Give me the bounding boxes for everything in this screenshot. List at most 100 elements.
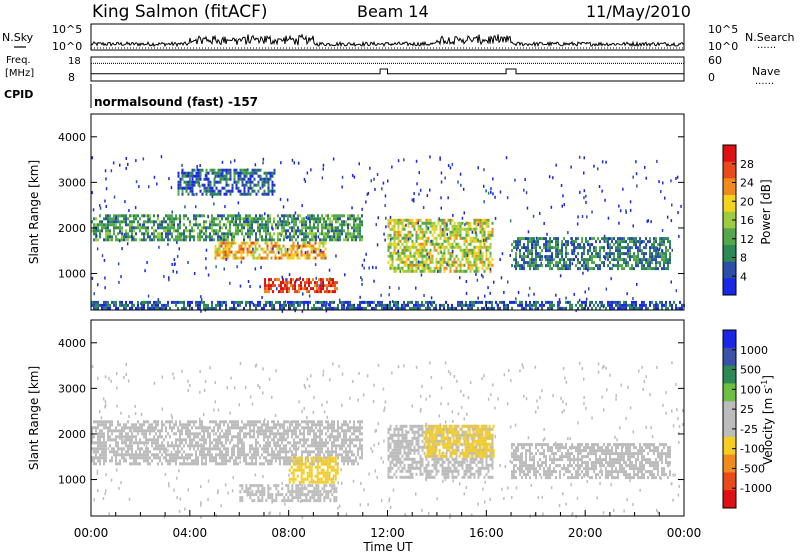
date-title: 11/May/2010: [586, 2, 691, 21]
echo-speckle: [670, 179, 672, 183]
echo-cell: [453, 221, 456, 225]
echo-cell: [243, 423, 245, 427]
echo-cell: [231, 300, 233, 304]
echo-cell: [307, 426, 309, 430]
echo-cell: [619, 264, 621, 268]
echo-speckle: [278, 251, 280, 255]
echo-cell: [264, 241, 267, 245]
echo-cell: [245, 232, 247, 236]
echo-cell: [561, 240, 563, 244]
echo-cell: [137, 226, 139, 230]
echo-cell: [551, 261, 553, 265]
echo-cell: [327, 217, 329, 221]
echo-cell: [443, 303, 445, 307]
echo-cell: [287, 456, 289, 460]
echo-cell: [467, 230, 470, 234]
echo-cell: [283, 426, 285, 430]
echo-cell: [331, 229, 333, 233]
echo-cell: [269, 444, 271, 448]
echo-cell: [669, 252, 671, 256]
echo-cell: [659, 243, 661, 247]
colorbar-segment: [723, 245, 736, 263]
echo-cell: [113, 453, 115, 457]
echo-cell: [191, 420, 193, 424]
echo-cell: [253, 229, 255, 233]
echo-cell: [403, 233, 406, 237]
echo-cell: [341, 306, 343, 310]
echo-cell: [563, 306, 565, 310]
echo-cell: [461, 236, 464, 240]
echo-speckle: [618, 221, 620, 225]
echo-cell: [503, 300, 505, 304]
echo-cell: [269, 453, 271, 457]
echo-cell: [217, 462, 219, 466]
echo-cell: [609, 267, 611, 271]
echo-cell: [459, 230, 462, 234]
echo-cell: [557, 267, 559, 271]
echo-cell: [431, 239, 434, 243]
echo-cell: [232, 256, 235, 260]
echo-cell: [261, 223, 263, 227]
echo-speckle: [157, 298, 160, 302]
echo-cell: [95, 429, 97, 433]
echo-speckle: [233, 159, 236, 163]
echo-cell: [326, 290, 328, 294]
echo-cell: [361, 306, 363, 310]
echo-cell: [255, 168, 258, 172]
echo-cell: [317, 444, 319, 448]
echo-cell: [661, 237, 663, 241]
echo-speckle: [440, 180, 443, 184]
echo-cell: [323, 235, 325, 239]
echo-cell: [443, 269, 446, 273]
echo-cell: [113, 229, 115, 233]
echo-cell: [515, 240, 517, 244]
echo-cell: [91, 438, 93, 442]
echo-speckle: [260, 266, 262, 269]
echo-speckle: [152, 306, 154, 310]
echo-speckle: [661, 229, 664, 232]
echo-cell: [109, 306, 111, 310]
echo-cell: [665, 267, 667, 271]
echo-cell: [225, 174, 228, 178]
echo-cell: [633, 237, 635, 241]
echo-cell: [297, 462, 299, 466]
echo-speckle: [548, 175, 551, 179]
echo-cell: [293, 223, 295, 227]
echo-cell: [343, 459, 345, 463]
echo-cell: [207, 450, 209, 454]
echo-cell: [299, 432, 301, 436]
echo-cell: [459, 248, 462, 252]
echo-cell: [277, 232, 279, 236]
echo-speckle: [119, 239, 121, 243]
echo-cell: [471, 266, 474, 270]
echo-cell: [423, 266, 426, 270]
echo-cell: [445, 227, 448, 231]
echo-cell: [193, 223, 195, 227]
echo-cell: [227, 171, 230, 175]
echo-cell: [403, 251, 406, 255]
echo-speckle: [567, 231, 569, 235]
echo-cell: [237, 423, 239, 427]
echo-cell: [275, 441, 277, 445]
echo-cell: [243, 447, 245, 451]
echo-cell: [463, 248, 466, 252]
echo-cell: [233, 174, 236, 178]
echo-cell: [268, 290, 270, 294]
echo-cell: [257, 300, 259, 304]
echo-cell: [339, 444, 341, 448]
echo-cell: [267, 238, 269, 242]
echo-speckle: [550, 205, 553, 209]
echo-cell: [403, 300, 405, 304]
echo-speckle: [573, 292, 575, 296]
echo-cell: [101, 303, 103, 307]
echo-cell: [135, 435, 137, 439]
echo-cell: [249, 444, 251, 448]
echo-cell: [661, 252, 663, 256]
echo-cell: [241, 441, 243, 445]
echo-cell: [151, 426, 153, 430]
echo-cell: [393, 236, 396, 240]
echo-cell: [203, 238, 205, 242]
echo-cell: [183, 423, 185, 427]
echo-cell: [113, 232, 115, 236]
echo-cell: [311, 450, 313, 454]
